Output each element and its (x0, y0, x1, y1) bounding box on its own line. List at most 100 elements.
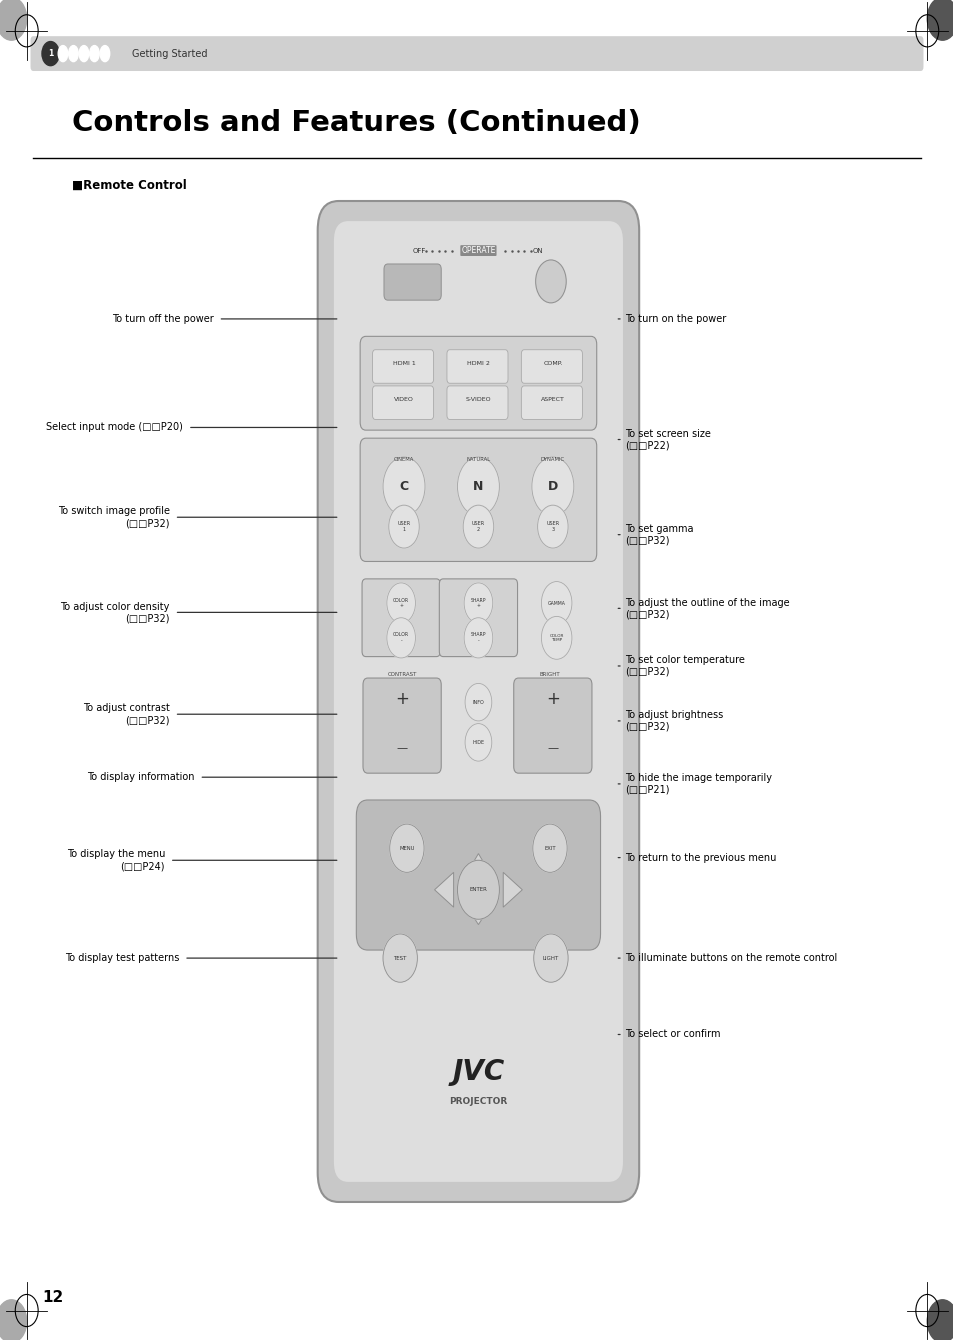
Ellipse shape (69, 46, 78, 62)
Text: SHARP
+: SHARP + (470, 598, 486, 608)
Text: VIDEO: VIDEO (394, 397, 414, 402)
Text: To set screen size
(□□P22): To set screen size (□□P22) (624, 429, 710, 450)
Text: To display information: To display information (87, 772, 194, 783)
FancyBboxPatch shape (446, 386, 507, 419)
Text: CONTRAST: CONTRAST (387, 671, 416, 677)
Text: To turn off the power: To turn off the power (112, 314, 213, 324)
Text: LIGHT: LIGHT (542, 955, 558, 961)
Text: COLOR
-: COLOR - (393, 632, 409, 643)
FancyBboxPatch shape (520, 386, 581, 419)
Text: PROJECTOR: PROJECTOR (449, 1097, 507, 1106)
Circle shape (926, 1300, 953, 1340)
Circle shape (465, 724, 492, 761)
FancyBboxPatch shape (363, 678, 440, 773)
FancyBboxPatch shape (360, 438, 597, 561)
Circle shape (536, 260, 566, 303)
Text: To display the menu
(□□P24): To display the menu (□□P24) (67, 850, 165, 871)
Text: S-VIDEO: S-VIDEO (465, 397, 491, 402)
Circle shape (534, 934, 568, 982)
Circle shape (541, 616, 572, 659)
Text: To adjust color density
(□□P32): To adjust color density (□□P32) (60, 602, 170, 623)
Text: DYNAMIC: DYNAMIC (540, 457, 564, 462)
Text: —: — (396, 742, 407, 753)
Text: Controls and Features (Continued): Controls and Features (Continued) (71, 110, 639, 137)
FancyBboxPatch shape (334, 221, 622, 1182)
FancyBboxPatch shape (30, 36, 923, 71)
Text: To display test patterns: To display test patterns (65, 953, 179, 963)
Text: C: C (399, 480, 408, 493)
Text: ON: ON (532, 248, 542, 253)
Text: To illuminate buttons on the remote control: To illuminate buttons on the remote cont… (624, 953, 836, 963)
FancyBboxPatch shape (438, 579, 517, 657)
Circle shape (532, 824, 566, 872)
Text: GAMMA: GAMMA (547, 600, 565, 606)
Text: COLOR
TEMP: COLOR TEMP (549, 634, 563, 642)
Circle shape (457, 457, 499, 516)
Text: To adjust the outline of the image
(□□P32): To adjust the outline of the image (□□P3… (624, 598, 789, 619)
FancyBboxPatch shape (520, 350, 581, 383)
Text: COLOR
+: COLOR + (393, 598, 409, 608)
Text: ASPECT: ASPECT (540, 397, 564, 402)
Circle shape (463, 505, 494, 548)
Text: N: N (473, 480, 483, 493)
Text: MENU: MENU (398, 846, 415, 851)
FancyBboxPatch shape (356, 800, 600, 950)
Circle shape (42, 42, 59, 66)
Polygon shape (461, 854, 496, 883)
Text: To turn on the power: To turn on the power (624, 314, 725, 324)
Text: HDMI 2: HDMI 2 (467, 360, 489, 366)
Ellipse shape (90, 46, 99, 62)
FancyBboxPatch shape (317, 201, 639, 1202)
Text: 1: 1 (48, 50, 53, 58)
Text: OFF: OFF (412, 248, 426, 253)
FancyBboxPatch shape (373, 386, 434, 419)
Text: D: D (547, 480, 558, 493)
Circle shape (463, 618, 492, 658)
Circle shape (463, 583, 492, 623)
Circle shape (387, 618, 416, 658)
Text: To set gamma
(□□P32): To set gamma (□□P32) (624, 524, 693, 545)
Text: To return to the previous menu: To return to the previous menu (624, 852, 776, 863)
FancyBboxPatch shape (360, 336, 597, 430)
Text: To select or confirm: To select or confirm (624, 1029, 720, 1040)
Text: To adjust brightness
(□□P32): To adjust brightness (□□P32) (624, 710, 722, 732)
Circle shape (465, 683, 492, 721)
Circle shape (926, 0, 953, 40)
Text: COMP.: COMP. (542, 360, 562, 366)
Text: OPERATE: OPERATE (460, 247, 496, 255)
Text: USER
2: USER 2 (472, 521, 484, 532)
Text: Getting Started: Getting Started (132, 48, 207, 59)
Circle shape (457, 860, 499, 919)
Ellipse shape (58, 46, 68, 62)
Text: USER
3: USER 3 (546, 521, 558, 532)
Text: TEST: TEST (393, 955, 407, 961)
Circle shape (537, 505, 568, 548)
Text: To switch image profile
(□□P32): To switch image profile (□□P32) (58, 507, 170, 528)
Text: To adjust contrast
(□□P32): To adjust contrast (□□P32) (83, 704, 170, 725)
Text: +: + (395, 690, 409, 709)
Circle shape (0, 0, 27, 40)
Text: DLA-RS1_EN.book  Page 12  Wednesday, January 24, 2007  9:23 AM: DLA-RS1_EN.book Page 12 Wednesday, Janua… (67, 38, 354, 46)
Text: To set color temperature
(□□P32): To set color temperature (□□P32) (624, 655, 744, 677)
Circle shape (532, 457, 573, 516)
Text: SHARP
-: SHARP - (470, 632, 486, 643)
FancyBboxPatch shape (362, 579, 439, 657)
Text: CINEMA: CINEMA (394, 457, 414, 462)
FancyBboxPatch shape (446, 350, 507, 383)
Circle shape (0, 1300, 27, 1340)
Circle shape (389, 505, 419, 548)
Text: INFO: INFO (472, 699, 484, 705)
Text: ENTER: ENTER (469, 887, 487, 892)
Circle shape (389, 824, 423, 872)
Text: NATURAL: NATURAL (466, 457, 490, 462)
Text: USER
1: USER 1 (397, 521, 410, 532)
Ellipse shape (100, 46, 110, 62)
Polygon shape (503, 872, 522, 907)
Text: HDMI 1: HDMI 1 (393, 360, 415, 366)
Text: 12: 12 (42, 1289, 63, 1305)
Text: ■Remote Control: ■Remote Control (71, 178, 186, 192)
Circle shape (387, 583, 416, 623)
FancyBboxPatch shape (373, 350, 434, 383)
Polygon shape (461, 898, 496, 925)
Circle shape (382, 934, 417, 982)
